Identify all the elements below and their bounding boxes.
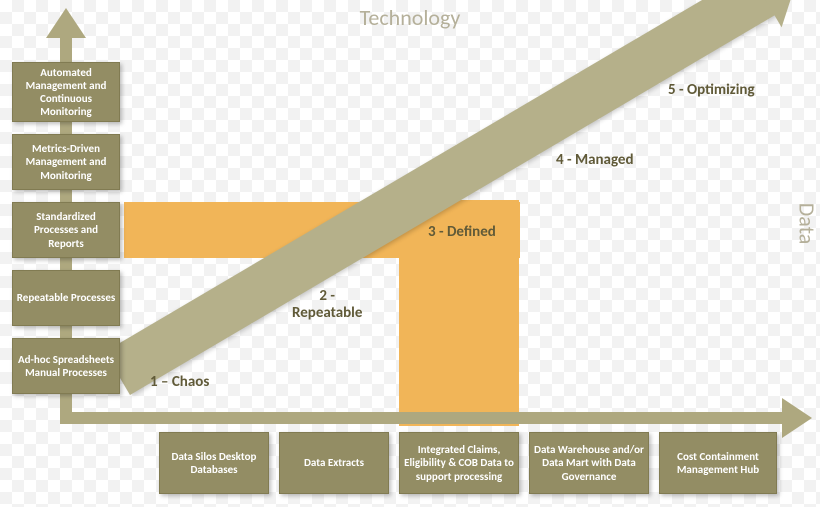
title-data: Data xyxy=(794,203,820,245)
y-axis-box-0: Automated Management and Continuous Moni… xyxy=(12,62,120,122)
diagonal-arrow xyxy=(130,20,790,420)
title-technology: Technology xyxy=(0,4,820,31)
x-axis-box-3: Data Warehouse and/or Data Mart with Dat… xyxy=(529,432,649,494)
y-axis-box-2: Standardized Processes and Reports xyxy=(12,202,120,258)
stage-label-0: 1 – Chaos xyxy=(150,374,209,391)
stage-label-3: 4 - Managed xyxy=(556,152,634,169)
stage-label-2: 3 - Defined xyxy=(428,224,496,241)
stage-label-4: 5 - Optimizing xyxy=(668,82,755,99)
diagonal-bar xyxy=(105,0,777,395)
y-axis-box-1: Metrics-Driven Management and Monitoring xyxy=(12,134,120,190)
y-axis-box-3: Repeatable Processes xyxy=(12,270,120,326)
y-axis-box-4: Ad-hoc Spreadsheets Manual Processes xyxy=(12,338,120,394)
x-axis-box-2: Integrated Claims, Eligibility & COB Dat… xyxy=(399,432,519,494)
x-axis-box-1: Data Extracts xyxy=(279,432,389,494)
x-axis-box-0: Data Silos Desktop Databases xyxy=(159,432,269,494)
x-axis-box-4: Cost Containment Management Hub xyxy=(659,432,777,494)
stage-label-1: 2 -Repeatable xyxy=(292,288,362,321)
